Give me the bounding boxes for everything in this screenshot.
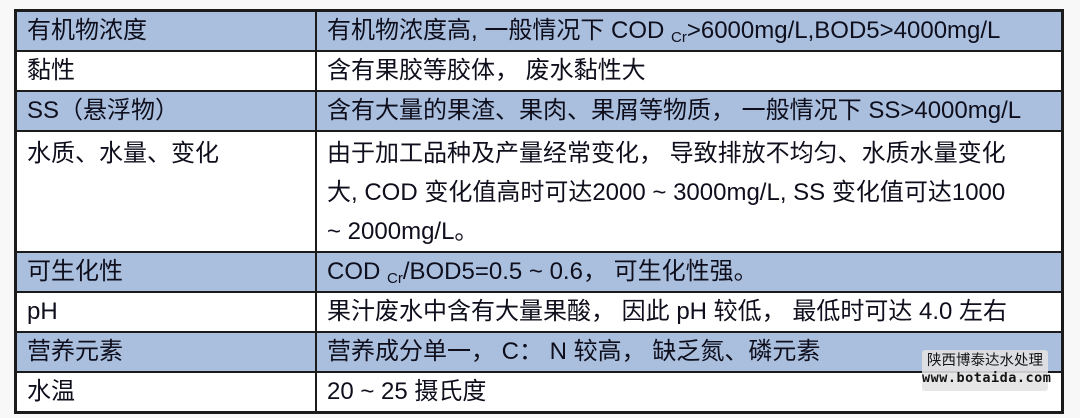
watermark-company-name: 陕西博泰达水处理 [927,353,1043,369]
desc-cell: 有机物浓度高, 一般情况下 COD Cr>6000mg/L,BOD5>4000m… [315,9,1064,52]
cod-subscript: Cr [671,29,687,46]
desc-line: ~ 2000mg/L。 [327,218,479,245]
desc-line: 大, COD 变化值高时可达2000 ~ 3000mg/L, SS 变化值可达1… [327,179,1006,206]
table-row: 水质、水量、变化 由于加工品种及产量经常变化， 导致排放不均匀、水质水量变化 大… [14,130,1064,253]
desc-text: >6000mg/L,BOD5>4000mg/L [686,17,1001,44]
watermark-url: www.botaida.com [922,370,1052,386]
desc-cell: 由于加工品种及产量经常变化， 导致排放不均匀、水质水量变化 大, COD 变化值… [315,130,1064,253]
desc-text: 有机物浓度高, 一般情况下 COD [327,17,672,44]
term-cell: pH [14,291,317,333]
desc-text: /BOD5=0.5 ~ 0.6， 可生化性强。 [402,258,758,285]
desc-cell: 含有果胶等胶体， 废水黏性大 [315,50,1064,92]
table-row: 有机物浓度 有机物浓度高, 一般情况下 COD Cr>6000mg/L,BOD5… [14,9,1064,52]
table-row: 营养元素 营养成分单一， C： N 较高， 缺乏氮、磷元素 [14,331,1064,373]
table-row: 水温 20 ~ 25 摄氏度 [14,371,1064,414]
term-cell: 可生化性 [14,251,317,293]
table-row: pH 果汁废水中含有大量果酸， 因此 pH 较低， 最低时可达 4.0 左右 [14,291,1064,333]
desc-text: COD [327,258,387,285]
term-cell: 有机物浓度 [14,9,317,52]
desc-line: 由于加工品种及产量经常变化， 导致排放不均匀、水质水量变化 [327,140,1006,167]
desc-cell: 含有大量的果渣、果肉、果屑等物质， 一般情况下 SS>4000mg/L [315,90,1064,132]
term-cell: 水温 [14,371,317,414]
watermark: 陕西博泰达水处理 www.botaida.com [922,350,1052,391]
table-row: 可生化性 COD Cr/BOD5=0.5 ~ 0.6， 可生化性强。 [14,251,1064,293]
cod-subscript: Cr [387,270,403,287]
table-row: SS（悬浮物） 含有大量的果渣、果肉、果屑等物质， 一般情况下 SS>4000m… [14,90,1064,132]
desc-cell: COD Cr/BOD5=0.5 ~ 0.6， 可生化性强。 [315,251,1064,293]
table-row: 黏性 含有果胶等胶体， 废水黏性大 [14,50,1064,92]
term-cell: 黏性 [14,50,317,92]
wastewater-characteristics-table: 有机物浓度 有机物浓度高, 一般情况下 COD Cr>6000mg/L,BOD5… [14,9,1064,414]
term-cell: 营养元素 [14,331,317,373]
term-cell: 水质、水量、变化 [14,130,317,253]
desc-cell: 果汁废水中含有大量果酸， 因此 pH 较低， 最低时可达 4.0 左右 [315,291,1064,333]
term-cell: SS（悬浮物） [14,90,317,132]
